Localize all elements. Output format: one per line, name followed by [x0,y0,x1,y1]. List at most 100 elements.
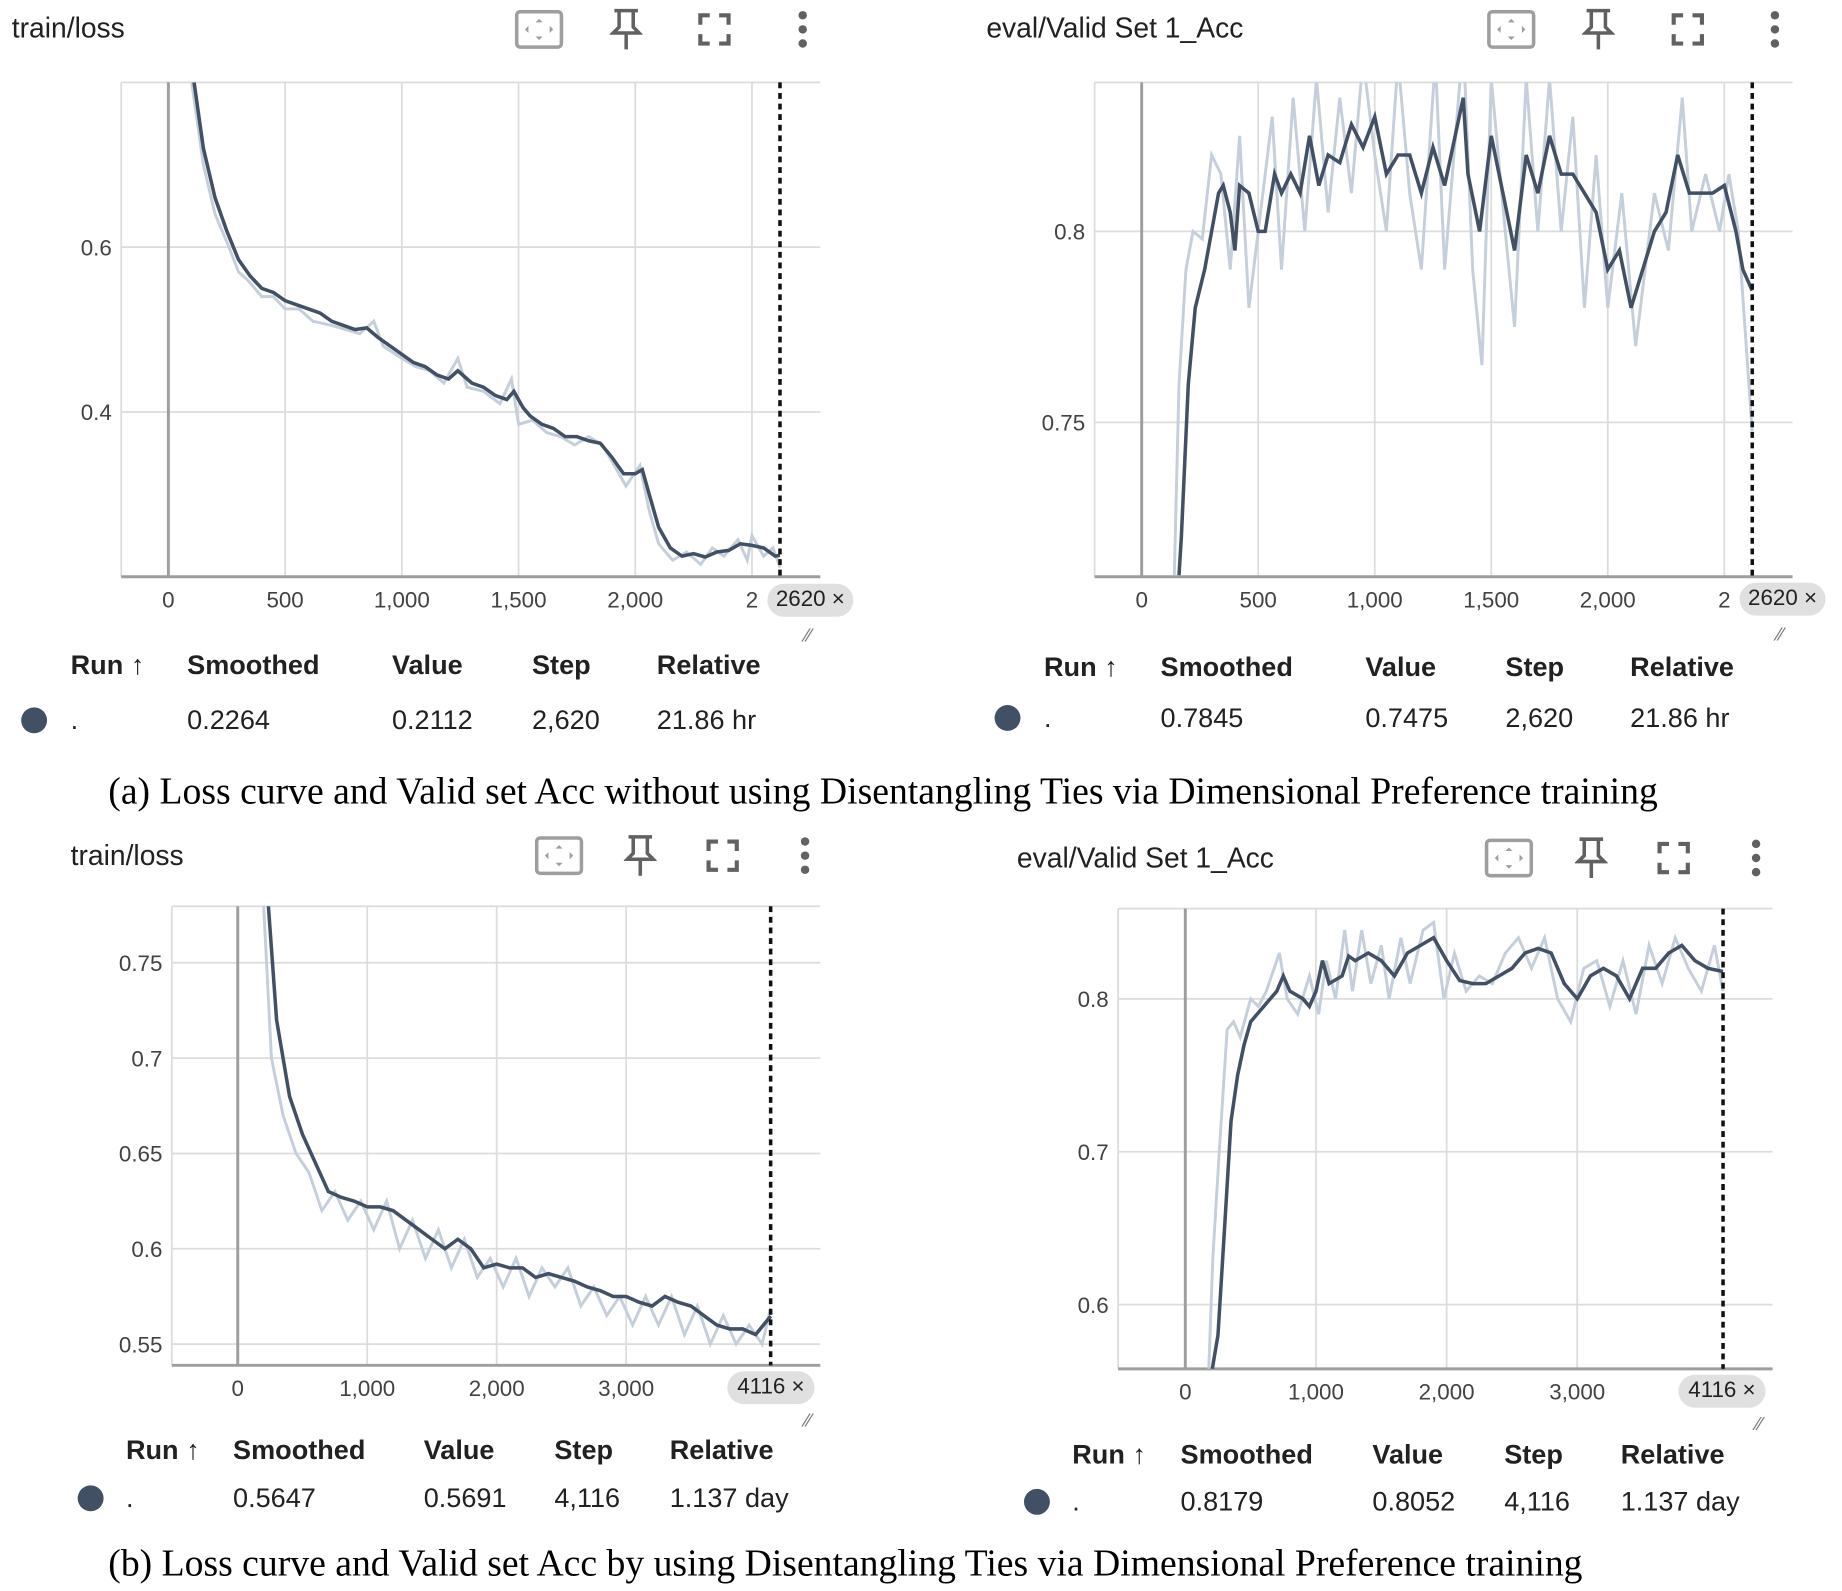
raw-series-line [1207,919,1725,1369]
run-header[interactable]: Run ↑ [70,649,145,680]
x-tick-label: 1,000 [374,587,430,612]
y-tick-label: 0.65 [119,1142,163,1167]
x-tick-label: 2,000 [1580,587,1636,612]
run-run-value: . [125,1482,134,1514]
x-tick-label: 0 [1179,1379,1191,1404]
run-relative-value: 21.86 hr [1630,702,1730,733]
y-tick-label: 0.6 [1078,1293,1109,1318]
run-step-value: 2,620 [532,704,600,736]
resize-handle-icon[interactable]: ⁄⁄ [1777,624,1784,645]
run-color-dot [1023,1488,1050,1515]
more-vert-icon[interactable] [1769,11,1781,49]
pin-icon[interactable] [1574,836,1608,881]
y-tick-label: 0.4 [81,400,112,425]
smoothed-header: Smoothed [233,1434,366,1465]
run-color-dot [21,707,48,734]
run-header[interactable]: Run ↑ [125,1434,200,1465]
more-vert-icon[interactable] [1750,839,1762,877]
relative-header: Relative [1630,651,1734,683]
y-tick-label: 0.75 [1042,411,1086,436]
chart-3: 0.8 0.7 0.6 0 1,000 2,000 3,000 [1078,907,1773,1404]
chart-0: 0.6 0.4 0 500 1,000 1,500 2,000 2 [81,81,821,612]
x-tick-label: 3,000 [1549,1379,1605,1404]
chart-title: eval/Valid Set 1_Acc [1016,842,1274,875]
fit-domain-icon[interactable] [1484,838,1534,878]
pin-icon[interactable] [623,833,657,878]
raw-series-line [190,82,782,569]
step-cursor-badge[interactable]: 4116 × [727,1371,815,1405]
value-header: Value [1372,1438,1444,1470]
run-header[interactable]: Run ↑ [1072,1438,1146,1470]
chart-title: train/loss [11,12,125,45]
x-tick-label: 1,000 [1347,587,1403,612]
run-step-value: 4,116 [554,1482,621,1514]
run-color-dot [77,1485,104,1512]
value-header: Value [423,1434,495,1465]
run-step-value: 2,620 [1505,702,1574,733]
fit-domain-icon[interactable] [514,9,564,49]
value-header: Value [391,649,463,680]
smoothed-header: Smoothed [1160,651,1293,683]
fullscreen-icon[interactable] [1671,13,1705,46]
x-tick-label: 2,000 [607,587,663,612]
chart-1: 0.8 0.75 0 500 1,000 1,500 2,000 2 [1042,81,1793,612]
chart-title: eval/Valid Set 1_Acc [986,12,1244,45]
smoothed-series-line [266,906,773,1337]
run-smoothed-value: 0.7845 [1160,702,1244,733]
run-relative-value: 1.137 day [1620,1485,1740,1517]
run-relative-value: 21.86 hr [656,704,757,736]
pin-icon[interactable] [1581,7,1615,52]
x-tick-label: 2,000 [469,1376,525,1401]
caption-a: (a) Loss curve and Valid set Acc without… [108,769,1658,812]
run-color-dot [994,705,1021,731]
run-value-value: 0.7475 [1365,702,1449,733]
resize-handle-icon[interactable]: ⁄⁄ [805,626,812,647]
x-tick-label: 0 [1135,587,1147,612]
more-vert-icon[interactable] [799,837,811,875]
chart-2: 0.75 0.7 0.65 0.6 0.55 0 1,000 2,000 3,000 [119,905,821,1401]
run-relative-value: 1.137 day [669,1482,789,1514]
resize-handle-icon[interactable]: ⁄⁄ [1756,1414,1763,1435]
x-tick-label: 500 [1240,587,1277,612]
smoothed-series-line [192,82,781,559]
x-tick-label: 1,500 [1463,587,1519,612]
smoothed-series-line [1210,935,1724,1369]
step-cursor-badge[interactable]: 4116 × [1678,1374,1766,1408]
run-run-value: . [1043,702,1052,733]
x-tick-label: 500 [266,587,303,612]
x-tick-label: 1,500 [491,587,547,612]
fit-domain-icon[interactable] [1487,9,1536,49]
fit-domain-icon[interactable] [534,836,584,876]
x-tick-label: 2 [1718,587,1730,612]
y-tick-label: 0.6 [131,1237,162,1262]
fullscreen-icon[interactable] [698,13,731,46]
y-tick-label: 0.6 [81,235,112,260]
relative-header: Relative [656,649,761,680]
run-header[interactable]: Run ↑ [1043,651,1118,683]
raw-series-line [1172,82,1754,576]
more-vert-icon[interactable] [797,11,809,49]
pin-icon[interactable] [609,7,643,52]
resize-handle-icon[interactable]: ⁄⁄ [805,1411,812,1432]
step-cursor-badge[interactable]: 2620 × [1739,582,1826,616]
x-tick-label: 1,000 [339,1376,395,1401]
step-header: Step [1505,651,1565,683]
fullscreen-icon[interactable] [1657,841,1690,875]
y-tick-label: 0.75 [119,951,163,976]
run-smoothed-value: 0.2264 [187,704,270,736]
smoothed-header: Smoothed [187,649,320,680]
step-header: Step [532,649,591,680]
x-tick-label: 0 [162,587,174,612]
run-value-value: 0.8052 [1372,1485,1456,1517]
run-step-value: 4,116 [1504,1485,1570,1517]
smoothed-series-line [1177,97,1754,576]
x-tick-label: 2 [746,587,758,612]
y-tick-label: 0.7 [1078,1140,1109,1165]
x-tick-label: 3,000 [598,1376,654,1401]
run-value-value: 0.2112 [391,704,473,736]
y-tick-label: 0.55 [119,1332,163,1357]
fullscreen-icon[interactable] [706,839,739,872]
x-tick-label: 0 [232,1376,244,1401]
step-cursor-badge[interactable]: 2620 × [767,583,854,617]
